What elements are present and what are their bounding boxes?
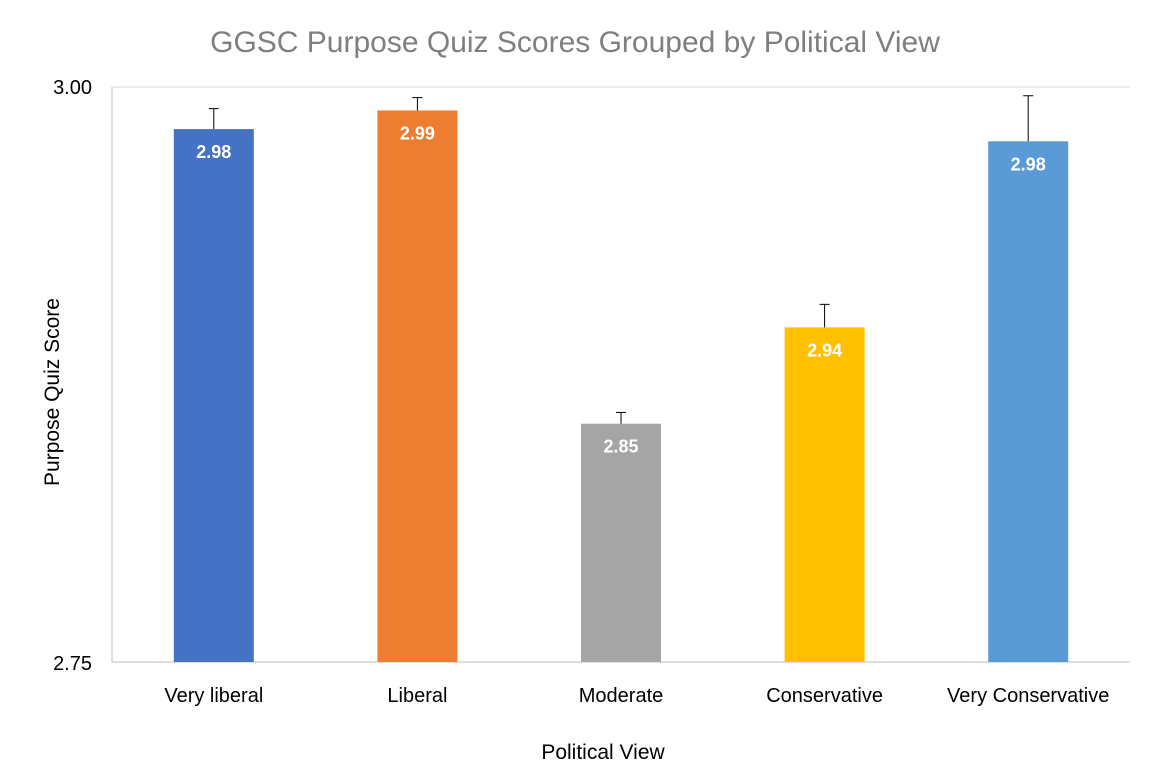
bar-series: 2.98 2.99 2.85 2.94 2.98	[173, 95, 1069, 663]
bar	[784, 327, 865, 662]
x-tick-labels: Very liberal Liberal Moderate Conservative V…	[164, 685, 1109, 707]
data-label: 2.98	[1011, 154, 1046, 174]
data-label: 2.98	[196, 142, 231, 162]
bar	[377, 110, 458, 662]
y-tick-label-max: 3.00	[53, 77, 92, 99]
data-label: 2.85	[603, 437, 638, 457]
data-label: 2.99	[400, 123, 435, 143]
x-tick-label: Very Conservative	[947, 685, 1109, 707]
chart-title: GGSC Purpose Quiz Scores Grouped by Poli…	[210, 26, 940, 59]
data-label: 2.94	[807, 340, 842, 360]
y-axis-label: Purpose Quiz Score	[41, 298, 64, 486]
y-tick-label-min: 2.75	[53, 653, 92, 675]
bar	[173, 129, 254, 663]
bar	[581, 423, 661, 662]
bar	[988, 141, 1069, 662]
x-axis-label: Political View	[541, 741, 665, 764]
x-tick-label: Liberal	[387, 685, 447, 707]
x-tick-label: Moderate	[579, 685, 664, 707]
x-tick-label: Very liberal	[164, 685, 263, 707]
x-tick-label: Conservative	[766, 685, 883, 707]
